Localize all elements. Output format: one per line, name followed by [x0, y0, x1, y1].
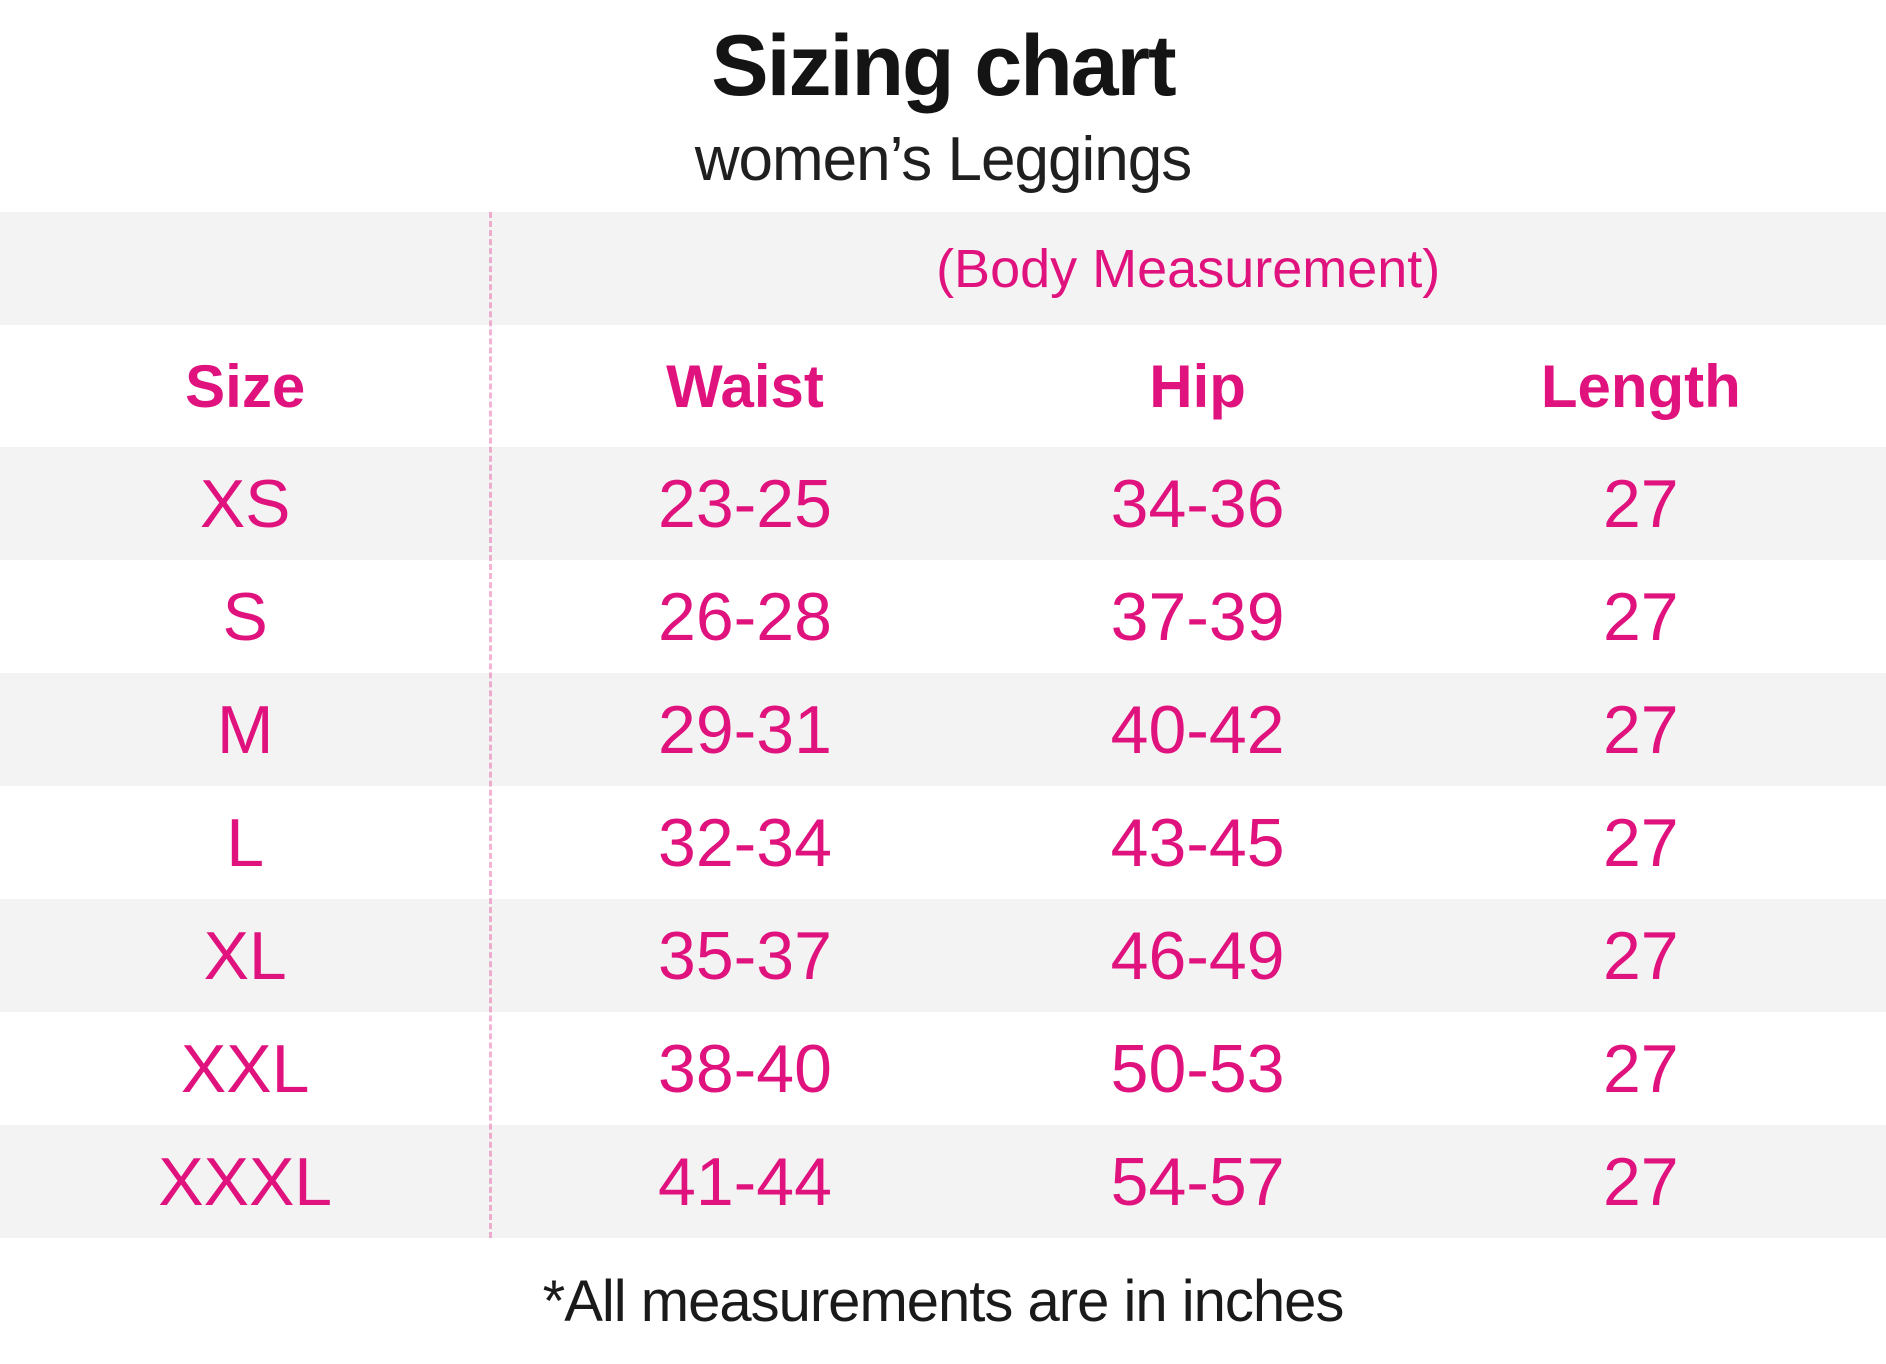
size-cell: S [222, 578, 268, 655]
hip-cell: 50-53 [1110, 1030, 1285, 1107]
table-row-m: M 29-31 40-42 27 [0, 673, 1886, 786]
table-row-xl: XL 35-37 46-49 27 [0, 899, 1886, 1012]
length-cell: 27 [1602, 465, 1679, 542]
table-row-xxxl: XXXL 41-44 54-57 27 [0, 1125, 1886, 1238]
table-row-xxl: XXL 38-40 50-53 27 [0, 1012, 1886, 1125]
waist-cell: 38-40 [658, 1030, 832, 1107]
table-row-l: L 32-34 43-45 27 [0, 786, 1886, 899]
length-cell: 27 [1602, 1143, 1679, 1220]
length-cell: 27 [1602, 917, 1679, 994]
length-cell: 27 [1602, 691, 1679, 768]
group-header-label: (Body Measurement) [936, 238, 1441, 299]
waist-cell: 35-37 [658, 917, 832, 994]
size-cell: XXXL [158, 1143, 333, 1220]
column-header-waist: Waist [490, 325, 1000, 447]
hip-cell: 37-39 [1110, 578, 1285, 655]
size-cell: M [216, 691, 274, 768]
page-title: Sizing chart [711, 18, 1176, 114]
footnote: *All measurements are in inches [542, 1268, 1345, 1334]
table-row-xs: XS 23-25 34-36 27 [0, 447, 1886, 560]
waist-cell: 29-31 [658, 691, 832, 768]
chart-footer: *All measurements are in inches [0, 1238, 1886, 1364]
sizing-table-wrap: (Body Measurement) Size Waist Hip Length… [0, 212, 1886, 1238]
hip-cell: 54-57 [1110, 1143, 1285, 1220]
column-header-row: Size Waist Hip Length [0, 325, 1886, 447]
size-cell: XS [199, 465, 291, 542]
table-row-s: S 26-28 37-39 27 [0, 560, 1886, 673]
size-cell: XL [203, 917, 287, 994]
waist-cell: 41-44 [658, 1143, 832, 1220]
length-cell: 27 [1602, 1030, 1679, 1107]
group-header-spacer-cell [0, 212, 490, 325]
waist-cell: 23-25 [658, 465, 832, 542]
column-header-hip: Hip [999, 325, 1396, 447]
chart-header: Sizing chart women’s Leggings [0, 0, 1886, 212]
hip-cell: 34-36 [1110, 465, 1285, 542]
page-subtitle: women’s Leggings [694, 125, 1192, 194]
hip-cell: 43-45 [1110, 804, 1285, 881]
group-header-row: (Body Measurement) [0, 212, 1886, 325]
column-header-size: Size [0, 325, 491, 447]
waist-cell: 26-28 [658, 578, 832, 655]
hip-cell: 40-42 [1110, 691, 1285, 768]
column-header-length: Length [1395, 325, 1886, 447]
sizing-table: (Body Measurement) Size Waist Hip Length… [0, 212, 1886, 1238]
size-cell: L [226, 804, 265, 881]
hip-cell: 46-49 [1110, 917, 1285, 994]
length-cell: 27 [1602, 578, 1679, 655]
size-cell: XXL [180, 1030, 310, 1107]
waist-cell: 32-34 [658, 804, 832, 881]
length-cell: 27 [1602, 804, 1679, 881]
